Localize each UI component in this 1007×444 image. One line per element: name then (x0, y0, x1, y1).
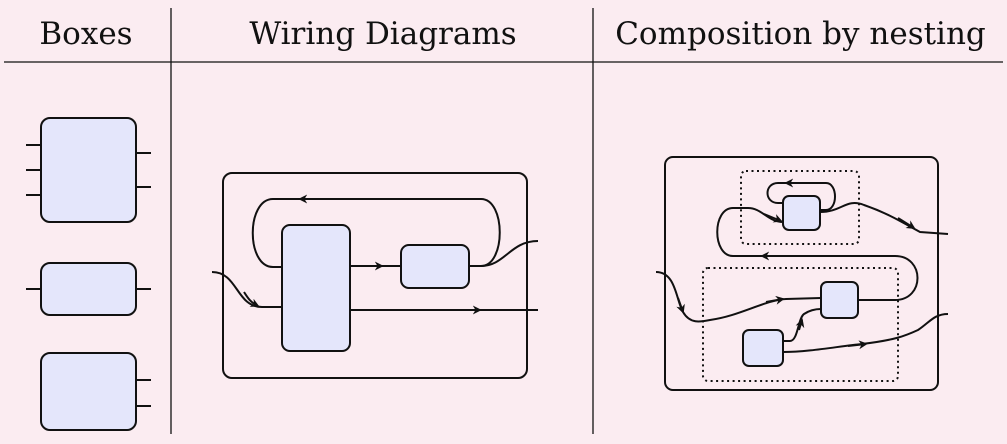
lower-inner-box (742, 329, 784, 367)
lower-to-mid-arrow (795, 318, 805, 331)
wire-lower-to-output (782, 313, 949, 353)
feedback-arrow-into-top (763, 213, 783, 223)
lower-output-arrow (847, 340, 868, 350)
wire-outer-input (211, 271, 282, 308)
wire-small-to-output (480, 240, 539, 267)
mid-inner-box (820, 281, 859, 319)
column-title-boxes: Boxes (39, 16, 133, 52)
wiring-diagram (211, 172, 539, 379)
tall-inner-box (281, 224, 351, 352)
input-arrow (243, 291, 260, 307)
example-box-3-inputs-2-outputs (26, 117, 151, 223)
wire-outer-input (655, 271, 822, 323)
input-arrow-right (765, 295, 785, 305)
wire-top-to-output (819, 202, 949, 235)
column-title-composition: Composition by nesting (615, 16, 986, 52)
example-box-1-input-1-output (26, 262, 151, 316)
example-box-0-inputs-2-outputs (40, 352, 151, 431)
boxes-column (26, 117, 151, 431)
table-rules (4, 8, 1003, 434)
column-title-wiring-diagrams: Wiring Diagrams (249, 16, 517, 52)
top-output-arrow (897, 217, 916, 229)
nested-composition (655, 156, 949, 391)
wire-feedback-loop (251, 198, 501, 268)
small-inner-box (400, 244, 470, 289)
outer-box (222, 172, 528, 379)
wire-lower-to-mid (783, 308, 822, 342)
wire-top-self-loop (766, 182, 836, 211)
top-inner-box (782, 195, 821, 231)
input-arrow-down (676, 297, 685, 314)
wire-feedback-to-top (716, 207, 919, 301)
